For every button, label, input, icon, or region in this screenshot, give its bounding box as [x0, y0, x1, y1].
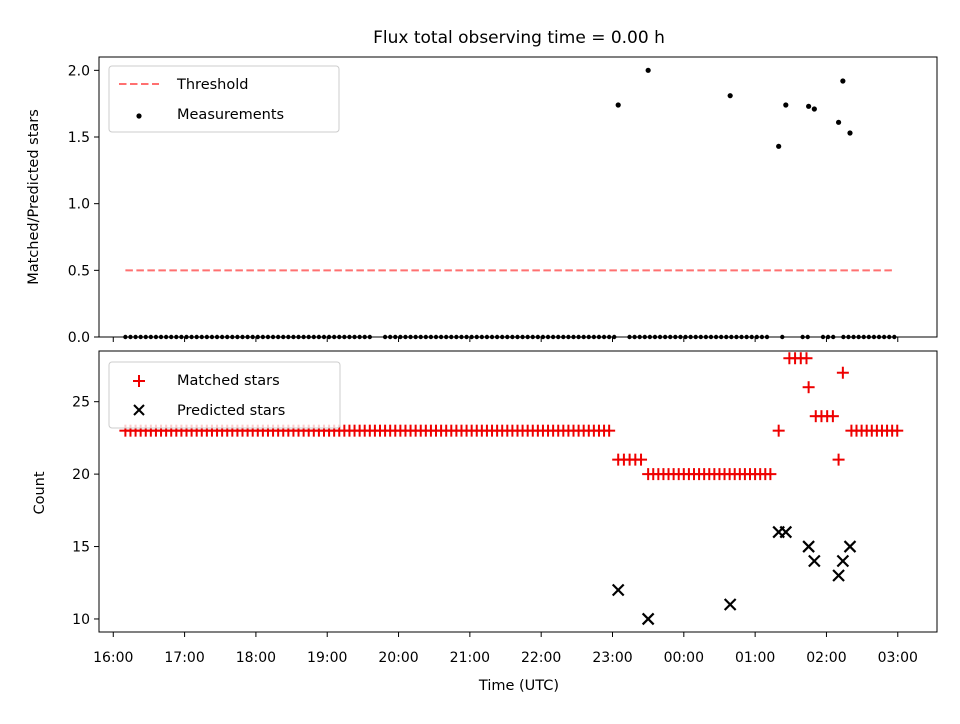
- x-tick-label: 22:00: [521, 650, 561, 666]
- predicted-star-marker-b: [641, 612, 655, 626]
- legend-predicted-label: Predicted stars: [177, 403, 285, 419]
- top-axes: 0.0 0.5 1.0 1.5 2.0: [68, 63, 899, 346]
- predicted-star-marker: [843, 540, 857, 553]
- predicted-star-marker: [808, 554, 821, 568]
- legend-measurements-marker: [136, 113, 142, 119]
- measurement-point: [615, 102, 621, 108]
- measurement-point: [806, 103, 812, 109]
- top-legend-box: [108, 65, 340, 133]
- bottom-y-axis-label: Count: [32, 471, 48, 514]
- matched-star-marker: [802, 381, 815, 394]
- predicted-star-marker-b: [723, 598, 737, 611]
- bottom-legend-box: [108, 361, 341, 429]
- measurement-point: [811, 106, 817, 112]
- predicted-star-marker: [611, 583, 625, 597]
- matched-star-marker: [832, 453, 845, 466]
- top-y-tick-label: 0.0: [68, 330, 90, 346]
- top-y-axis-label: Matched/Predicted stars: [26, 109, 42, 285]
- bottom-y-tick-label: 25: [72, 395, 90, 411]
- predicted-star-marker-b: [611, 583, 625, 597]
- matched-star-marker: [891, 424, 904, 437]
- x-tick-label: 20:00: [378, 650, 418, 666]
- measurement-point: [847, 130, 853, 136]
- x-tick-label: 03:00: [878, 650, 918, 666]
- predicted-star-marker-b: [832, 569, 845, 582]
- predicted-star-marker: [641, 612, 655, 626]
- measurement-point: [835, 119, 842, 125]
- x-tick-label: 21:00: [450, 650, 490, 666]
- legend-predicted-marker: [133, 404, 145, 416]
- x-tick-label: 17:00: [164, 650, 204, 666]
- top-plot-frame: [98, 56, 938, 338]
- top-legend: Threshold Measurements: [108, 65, 340, 133]
- bottom-legend: Matched stars Predicted stars: [108, 361, 341, 429]
- x-tick-label: 00:00: [664, 650, 704, 666]
- x-tick-label: 02:00: [806, 650, 846, 666]
- predicted-star-marker: [802, 540, 815, 553]
- predicted-star-marker-b: [779, 525, 793, 539]
- top-y-tick-label: 0.5: [68, 263, 90, 279]
- predicted-star-marker: [836, 554, 850, 568]
- measurement-point: [727, 93, 733, 99]
- x-tick-label: 23:00: [592, 650, 632, 666]
- top-y-tick-label: 2.0: [68, 63, 90, 79]
- predicted-star-marker-b: [836, 554, 850, 568]
- predicted-star-marker-b: [808, 554, 821, 568]
- matched-star-marker: [635, 453, 648, 466]
- matched-star-marker: [800, 352, 813, 365]
- top-y-tick-label: 1.5: [68, 130, 90, 146]
- measurement-point: [645, 67, 651, 73]
- bottom-y-tick-label: 10: [72, 612, 90, 628]
- measurement-point: [783, 102, 789, 108]
- predicted-star-marker-b: [802, 540, 815, 553]
- x-axis-label: Time (UTC): [478, 678, 559, 694]
- legend-threshold-label: Threshold: [176, 77, 248, 93]
- legend-matched-label: Matched stars: [177, 373, 280, 389]
- legend-matched-marker: [133, 375, 145, 387]
- matched-star-marker: [836, 366, 849, 379]
- measurement-point: [840, 78, 846, 84]
- top-plot-data: [123, 67, 897, 340]
- predicted-star-marker-b: [843, 540, 857, 553]
- predicted-star-marker: [723, 598, 737, 611]
- x-tick-label: 19:00: [307, 650, 347, 666]
- matched-star-marker: [826, 410, 839, 423]
- bottom-axes: 10 15 20 25 16:00 17:00 18:00 19:00 20:00 21:00 22…: [72, 395, 918, 666]
- legend-measurements-label: Measurements: [177, 107, 284, 123]
- bottom-plot-frame: [98, 350, 938, 633]
- matched-star-marker: [603, 424, 616, 437]
- matched-star-marker: [772, 424, 785, 437]
- top-y-tick-label: 1.0: [68, 197, 90, 213]
- matched-star-marker: [764, 468, 777, 481]
- predicted-star-marker: [832, 569, 845, 582]
- x-tick-label: 16:00: [93, 650, 133, 666]
- bottom-y-tick-label: 20: [72, 467, 90, 483]
- chart-title: Flux total observing time = 0.00 h: [373, 28, 665, 48]
- x-tick-label: 01:00: [735, 650, 775, 666]
- predicted-star-marker: [779, 525, 793, 539]
- bottom-plot-data: [119, 352, 904, 626]
- x-tick-label: 18:00: [236, 650, 276, 666]
- measurement-point: [776, 143, 782, 149]
- bottom-y-tick-label: 15: [72, 540, 90, 556]
